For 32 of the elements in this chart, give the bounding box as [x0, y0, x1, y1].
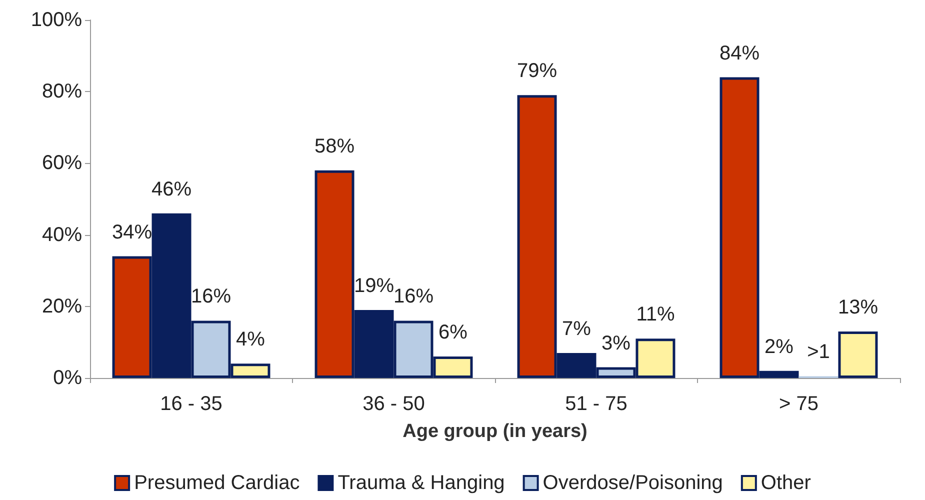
legend-label: Other — [760, 472, 812, 494]
data-label: 19% — [354, 274, 394, 297]
bar — [838, 331, 878, 378]
data-label: 11% — [636, 304, 675, 326]
x-tick-label: > 75 — [779, 393, 818, 415]
y-tick-label: 20% — [42, 295, 82, 318]
data-label: 58% — [314, 135, 355, 158]
y-tick-label: 100% — [30, 9, 82, 31]
data-label: 46% — [151, 178, 192, 200]
x-tick-label: 36 - 50 — [362, 393, 425, 415]
data-label: 79% — [517, 60, 558, 82]
x-tick-label: 16 - 35 — [160, 393, 222, 415]
y-tick-label: 0% — [53, 367, 82, 389]
data-label: 16% — [393, 286, 434, 308]
data-label: 16% — [190, 286, 232, 308]
data-label: 4% — [236, 328, 266, 351]
legend-label: Presumed Cardiac — [134, 472, 300, 494]
legend-label: Overdose/Poisoning — [542, 472, 723, 494]
data-label: 34% — [112, 221, 152, 244]
data-label: 6% — [438, 322, 468, 344]
legend-label: Trauma & Hanging — [338, 472, 505, 494]
y-tick-label: 80% — [42, 80, 82, 103]
data-label: 2% — [764, 336, 794, 358]
data-label: 84% — [720, 42, 760, 64]
y-tick-label: 40% — [42, 224, 82, 246]
data-label: 3% — [602, 332, 631, 354]
x-axis-title: Age group (in years) — [402, 421, 588, 442]
data-label: 7% — [562, 318, 592, 340]
x-tick-label: 51 - 75 — [565, 393, 628, 415]
y-tick-label: 60% — [42, 152, 82, 174]
data-label: 13% — [838, 296, 878, 318]
data-label: >1 — [807, 341, 830, 364]
